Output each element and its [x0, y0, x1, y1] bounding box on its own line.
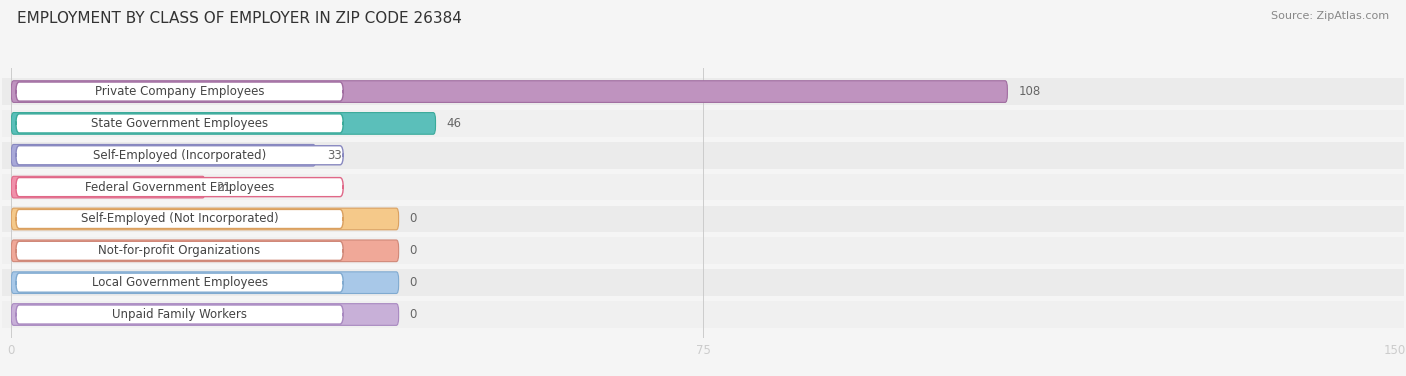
- Text: Private Company Employees: Private Company Employees: [94, 85, 264, 98]
- FancyBboxPatch shape: [1, 301, 1405, 328]
- Text: Self-Employed (Incorporated): Self-Employed (Incorporated): [93, 149, 266, 162]
- FancyBboxPatch shape: [15, 209, 343, 229]
- FancyBboxPatch shape: [1, 269, 1405, 296]
- Text: 0: 0: [409, 308, 418, 321]
- Text: 46: 46: [447, 117, 461, 130]
- Text: 33: 33: [326, 149, 342, 162]
- FancyBboxPatch shape: [15, 146, 343, 165]
- FancyBboxPatch shape: [15, 82, 343, 101]
- Text: Federal Government Employees: Federal Government Employees: [84, 180, 274, 194]
- FancyBboxPatch shape: [11, 112, 436, 134]
- FancyBboxPatch shape: [11, 272, 399, 294]
- FancyBboxPatch shape: [1, 78, 1405, 105]
- Text: Local Government Employees: Local Government Employees: [91, 276, 267, 289]
- FancyBboxPatch shape: [15, 177, 343, 197]
- FancyBboxPatch shape: [1, 237, 1405, 264]
- Text: Self-Employed (Not Incorporated): Self-Employed (Not Incorporated): [80, 212, 278, 226]
- FancyBboxPatch shape: [15, 273, 343, 292]
- FancyBboxPatch shape: [1, 206, 1405, 232]
- Text: 21: 21: [217, 180, 231, 194]
- FancyBboxPatch shape: [1, 142, 1405, 169]
- FancyBboxPatch shape: [1, 174, 1405, 200]
- FancyBboxPatch shape: [11, 176, 205, 198]
- Text: 0: 0: [409, 212, 418, 226]
- Text: Source: ZipAtlas.com: Source: ZipAtlas.com: [1271, 11, 1389, 21]
- FancyBboxPatch shape: [15, 114, 343, 133]
- Text: Not-for-profit Organizations: Not-for-profit Organizations: [98, 244, 260, 257]
- Text: 108: 108: [1018, 85, 1040, 98]
- FancyBboxPatch shape: [11, 208, 399, 230]
- Text: Unpaid Family Workers: Unpaid Family Workers: [112, 308, 247, 321]
- FancyBboxPatch shape: [15, 305, 343, 324]
- Text: 0: 0: [409, 276, 418, 289]
- Text: EMPLOYMENT BY CLASS OF EMPLOYER IN ZIP CODE 26384: EMPLOYMENT BY CLASS OF EMPLOYER IN ZIP C…: [17, 11, 461, 26]
- FancyBboxPatch shape: [11, 81, 1007, 102]
- FancyBboxPatch shape: [11, 304, 399, 325]
- FancyBboxPatch shape: [1, 110, 1405, 137]
- FancyBboxPatch shape: [11, 144, 315, 166]
- Text: 0: 0: [409, 244, 418, 257]
- FancyBboxPatch shape: [11, 240, 399, 262]
- FancyBboxPatch shape: [15, 241, 343, 260]
- Text: State Government Employees: State Government Employees: [91, 117, 269, 130]
